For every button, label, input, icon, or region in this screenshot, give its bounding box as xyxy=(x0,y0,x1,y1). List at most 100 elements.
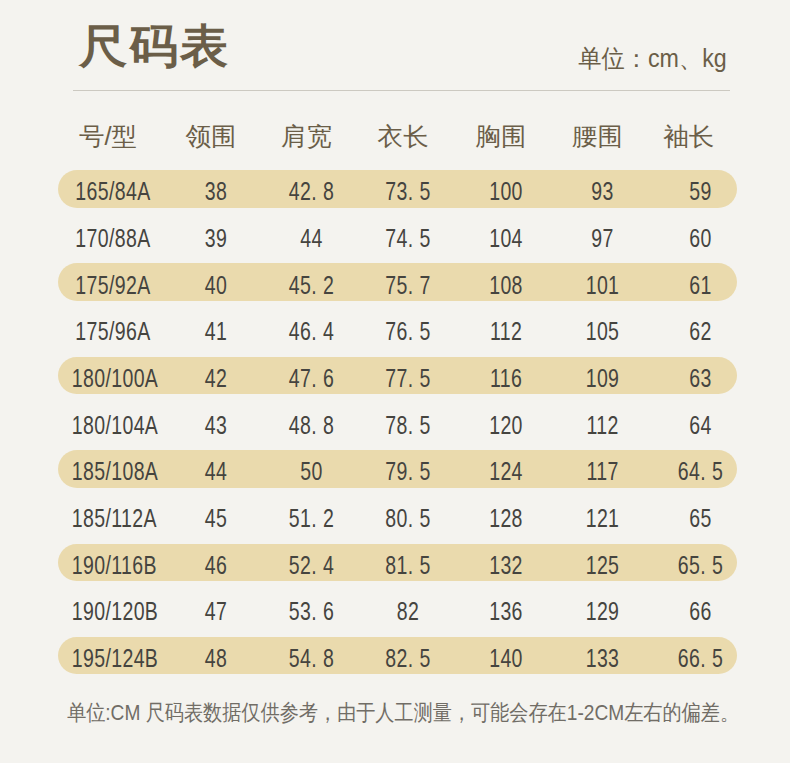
table-row: 190/116B 46 52. 4 81. 5 132 125 65. 5 xyxy=(58,544,737,582)
table-cell: 42 xyxy=(180,363,252,394)
table-cell: 65. 5 xyxy=(668,549,733,580)
table-cell: 112 xyxy=(469,316,543,347)
table-cell: 81. 5 xyxy=(371,549,445,580)
page-title: 尺码表 xyxy=(79,16,230,78)
table-cell: 60 xyxy=(668,222,733,253)
table-cell: 61 xyxy=(668,269,733,300)
table-cell: 140 xyxy=(469,643,543,674)
table-row: 190/120B 47 53. 6 82 136 129 66 xyxy=(58,590,737,628)
table-cell: 48. 8 xyxy=(276,409,347,440)
divider xyxy=(73,90,730,91)
table-cell: 46 xyxy=(180,549,252,580)
table-cell: 44 xyxy=(180,456,252,487)
table-cell: 51. 2 xyxy=(276,503,347,534)
table-row: 185/112A 45 51. 2 80. 5 128 121 65 xyxy=(58,497,737,535)
table-cell: 40 xyxy=(180,269,252,300)
table-cell: 77. 5 xyxy=(371,363,445,394)
table-cell: 132 xyxy=(469,549,543,580)
table-cell: 117 xyxy=(567,456,638,487)
table-cell: 195/124B xyxy=(72,643,155,674)
table-cell: 44 xyxy=(276,222,347,253)
table-cell: 105 xyxy=(567,316,638,347)
table-cell: 170/88A xyxy=(72,222,155,253)
table-cell: 53. 6 xyxy=(276,596,347,627)
table-row: 165/84A 38 42. 8 73. 5 100 93 59 xyxy=(58,170,737,208)
table-row: 175/96A 41 46. 4 76. 5 112 105 62 xyxy=(58,310,737,348)
table-cell: 93 xyxy=(567,176,638,207)
table-cell: 97 xyxy=(567,222,638,253)
column-header: 袖长 xyxy=(644,120,733,153)
unit-note: 单位：cm、kg xyxy=(578,42,727,75)
table-cell: 82. 5 xyxy=(371,643,445,674)
table-cell: 112 xyxy=(567,409,638,440)
table-cell: 175/92A xyxy=(72,269,155,300)
table-cell: 59 xyxy=(668,176,733,207)
table-cell: 42. 8 xyxy=(276,176,347,207)
table-cell: 50 xyxy=(276,456,347,487)
table-cell: 80. 5 xyxy=(371,503,445,534)
table-cell: 48 xyxy=(180,643,252,674)
table-cell: 38 xyxy=(180,176,252,207)
column-header: 腰围 xyxy=(549,120,646,153)
table-cell: 47 xyxy=(180,596,252,627)
table-cell: 64. 5 xyxy=(668,456,733,487)
table-cell: 109 xyxy=(567,363,638,394)
column-header: 号/型 xyxy=(52,120,164,153)
table-cell: 73. 5 xyxy=(371,176,445,207)
table-cell: 39 xyxy=(180,222,252,253)
table-cell: 41 xyxy=(180,316,252,347)
table-cell: 128 xyxy=(469,503,543,534)
table-cell: 66. 5 xyxy=(668,643,733,674)
table-cell: 175/96A xyxy=(72,316,155,347)
table-cell: 45 xyxy=(180,503,252,534)
table-cell: 74. 5 xyxy=(371,222,445,253)
table-cell: 76. 5 xyxy=(371,316,445,347)
table-cell: 125 xyxy=(567,549,638,580)
table-cell: 185/112A xyxy=(72,503,155,534)
table-cell: 190/116B xyxy=(72,549,155,580)
column-header: 衣长 xyxy=(353,120,453,153)
table-cell: 82 xyxy=(371,596,445,627)
table-row: 180/104A4348. 878. 512011264 xyxy=(58,403,737,441)
column-header: 领围 xyxy=(162,120,260,153)
table-cell: 185/108A xyxy=(72,456,155,487)
table-cell: 43 xyxy=(180,409,252,440)
table-row: 180/100A 42 47. 6 77. 5 116 109 63 xyxy=(58,357,737,395)
table-cell: 124 xyxy=(469,456,543,487)
table-cell: 165/84A xyxy=(72,176,155,207)
table-cell: 129 xyxy=(567,596,638,627)
footnote: 单位:CM 尺码表数据仅供参考，由于人工测量，可能会存在1-2CM左右的偏差。 xyxy=(67,698,739,728)
table-row: 195/124B 48 54. 8 82. 5 140 133 66. 5 xyxy=(58,637,737,675)
table-cell: 47. 6 xyxy=(276,363,347,394)
table-cell: 120 xyxy=(469,409,543,440)
table-row: 170/88A 39 44 74. 5 104 97 60 xyxy=(58,217,737,255)
table-cell: 108 xyxy=(469,269,543,300)
table-cell: 46. 4 xyxy=(276,316,347,347)
column-header: 胸围 xyxy=(451,120,551,153)
table-cell: 79. 5 xyxy=(371,456,445,487)
table-cell: 100 xyxy=(469,176,543,207)
table-cell: 136 xyxy=(469,596,543,627)
table-cell: 63 xyxy=(668,363,733,394)
table-cell: 66 xyxy=(668,596,733,627)
table-header-row: 号/型领围肩宽衣长胸围腰围袖长 xyxy=(53,113,732,159)
table-cell: 133 xyxy=(567,643,638,674)
column-header: 肩宽 xyxy=(258,120,355,153)
table-cell: 52. 4 xyxy=(276,549,347,580)
table-row: 175/92A 40 45. 2 75. 7 108 101 61 xyxy=(58,263,737,301)
table-cell: 104 xyxy=(469,222,543,253)
table-cell: 180/100A xyxy=(72,363,155,394)
table-cell: 75. 7 xyxy=(371,269,445,300)
table-cell: 190/120B xyxy=(72,596,155,627)
table-cell: 121 xyxy=(567,503,638,534)
table-cell: 78. 5 xyxy=(371,409,445,440)
size-table: 165/84A 38 42. 8 73. 5 100 93 59 170/88A 39 44 74.… xyxy=(58,170,737,684)
table-row: 185/108A 44 50 79. 5 124 117 64. 5 xyxy=(58,450,737,488)
table-cell: 116 xyxy=(469,363,543,394)
table-cell: 45. 2 xyxy=(276,269,347,300)
table-cell: 180/104A xyxy=(72,409,155,440)
table-cell: 54. 8 xyxy=(276,643,347,674)
table-cell: 65 xyxy=(668,503,733,534)
table-cell: 101 xyxy=(567,269,638,300)
table-cell: 62 xyxy=(668,316,733,347)
